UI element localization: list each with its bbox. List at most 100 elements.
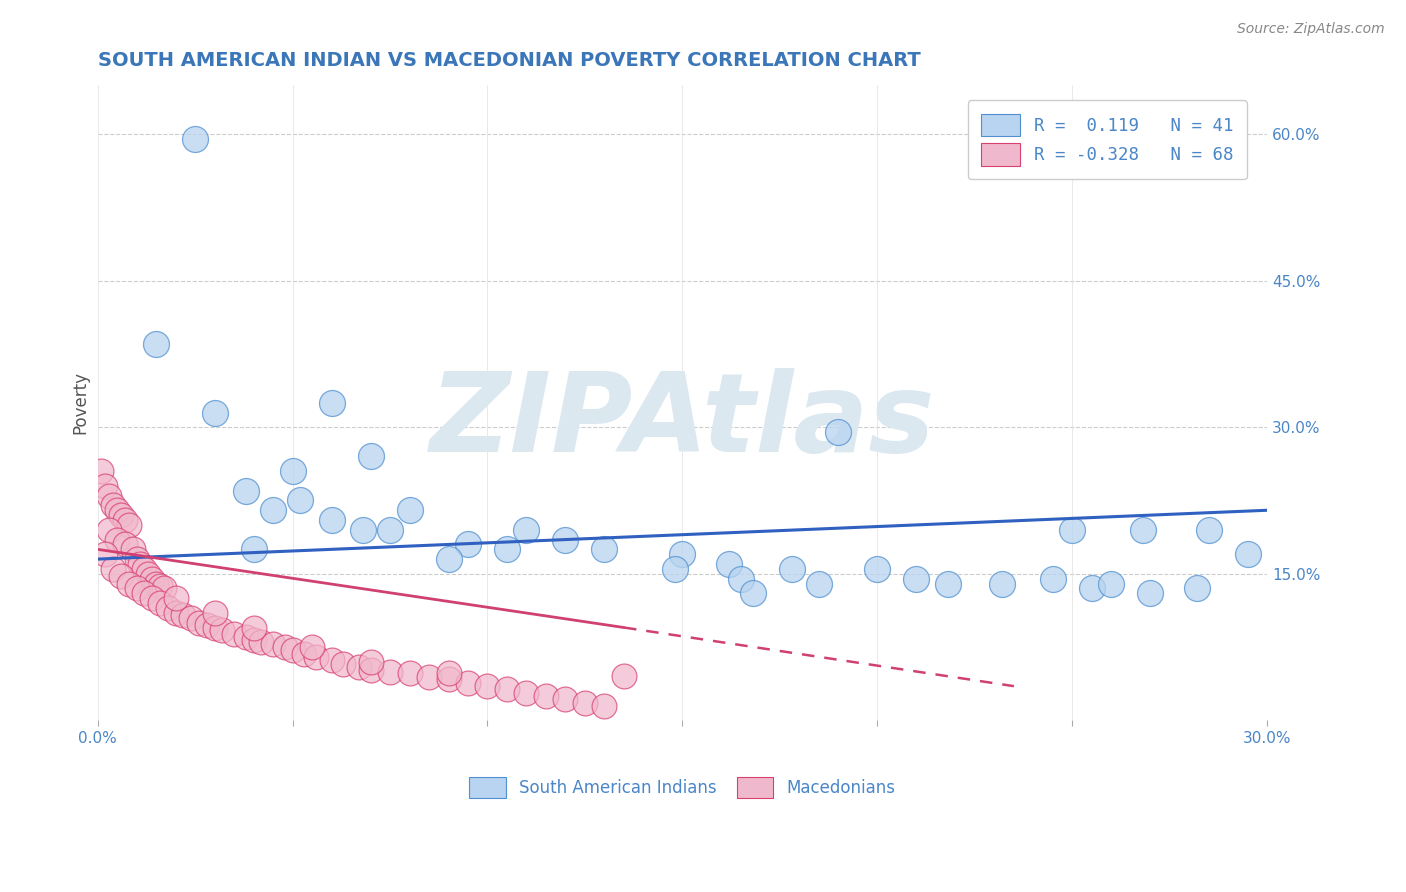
Point [195,617,218,632]
Point [352,523,374,537]
Point [292,647,315,661]
Point [718,557,741,571]
Point [204,621,226,635]
Point [90,464,112,478]
Point [110,508,132,523]
Point [250,635,273,649]
Point [149,578,172,592]
Point [807,576,830,591]
Point [242,621,264,635]
Point [101,499,124,513]
Point [1099,576,1122,591]
Point [664,562,686,576]
Point [184,132,207,146]
Point [305,649,328,664]
Point [114,537,136,551]
Point [437,673,460,687]
Point [1185,582,1208,596]
Point [114,513,136,527]
Point [1139,586,1161,600]
Point [156,601,179,615]
Point [165,606,187,620]
Point [905,572,928,586]
Point [378,665,401,679]
Point [321,513,343,527]
Point [593,542,616,557]
Point [496,542,519,557]
Point [991,576,1014,591]
Point [94,479,117,493]
Point [1042,572,1064,586]
Point [554,533,576,547]
Text: ZIPAtlas: ZIPAtlas [430,368,935,475]
Point [378,523,401,537]
Point [235,483,257,498]
Point [134,562,156,576]
Point [118,517,141,532]
Point [574,696,596,710]
Point [1062,523,1084,537]
Point [827,425,849,439]
Point [110,568,132,582]
Point [98,523,121,537]
Point [347,659,370,673]
Point [188,615,211,630]
Point [515,686,537,700]
Point [134,586,156,600]
Point [281,643,304,657]
Point [1237,547,1260,561]
Point [98,489,121,503]
Point [866,562,889,576]
Point [204,405,226,419]
Point [1081,582,1104,596]
Point [129,557,152,571]
Point [153,582,176,596]
Point [141,591,163,606]
Point [149,596,172,610]
Point [118,576,141,591]
Legend: South American Indians, Macedonians: South American Indians, Macedonians [456,764,910,812]
Point [204,606,226,620]
Text: Source: ZipAtlas.com: Source: ZipAtlas.com [1237,22,1385,37]
Point [554,691,576,706]
Point [741,586,763,600]
Point [437,552,460,566]
Point [301,640,323,654]
Point [274,640,297,654]
Point [457,676,479,690]
Point [121,542,143,557]
Point [145,337,167,351]
Point [242,633,264,648]
Point [222,627,245,641]
Point [730,572,752,586]
Point [211,624,233,638]
Point [105,503,128,517]
Point [534,689,557,703]
Point [332,657,354,671]
Point [262,637,284,651]
Point [1132,523,1154,537]
Point [141,572,163,586]
Point [360,655,382,669]
Text: SOUTH AMERICAN INDIAN VS MACEDONIAN POVERTY CORRELATION CHART: SOUTH AMERICAN INDIAN VS MACEDONIAN POVE… [97,51,921,70]
Point [125,582,148,596]
Point [398,666,420,681]
Point [515,523,537,537]
Point [101,562,124,576]
Point [1198,523,1220,537]
Point [180,611,202,625]
Point [125,552,148,566]
Point [936,576,959,591]
Point [281,464,304,478]
Point [172,607,194,622]
Point [321,653,343,667]
Point [94,547,117,561]
Point [105,533,128,547]
Point [418,670,440,684]
Point [262,503,284,517]
Point [593,698,616,713]
Point [360,663,382,677]
Point [496,682,519,697]
Point [780,562,803,576]
Point [360,450,382,464]
